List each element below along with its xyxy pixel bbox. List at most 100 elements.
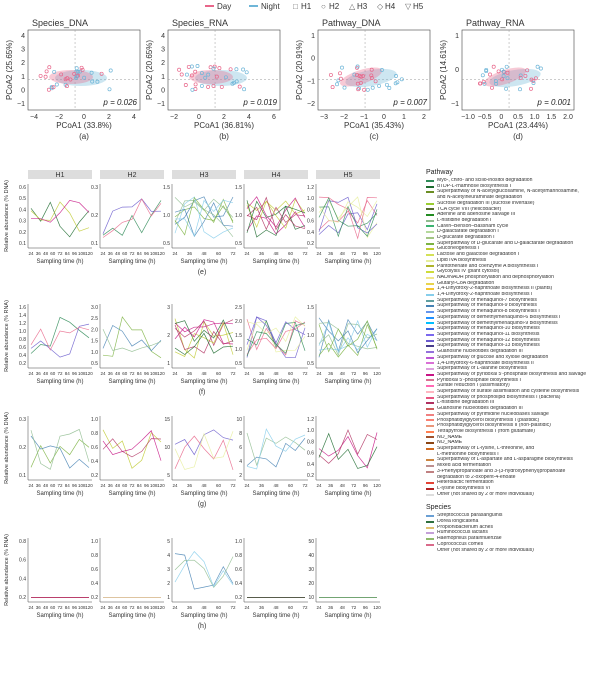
pathway-swatch [426, 282, 434, 285]
pcoa-point [370, 85, 375, 90]
host-label-4: H5 [344, 172, 353, 179]
pcoa-xtick: 0 [82, 114, 86, 121]
ts-panel-2-1: 1.0 0.8 0.6 0.4 0.224 36 48 60 72 84 96 108 120Sampl… [91, 416, 165, 497]
ts-ytick: 1.0 [235, 347, 242, 353]
pcoa-point [523, 73, 528, 78]
pcoa-frame [167, 29, 281, 111]
pathway-label: Heterolactic fermentation [437, 480, 494, 486]
pathway-swatch [426, 493, 434, 496]
pcoa-point [482, 81, 487, 86]
pathway-legend-item: Adenine and adenosine salvage III [426, 212, 598, 218]
ts-ytick: 0.1 [91, 241, 98, 247]
pathway-label: NO_NAME [437, 440, 463, 446]
ts-series [246, 198, 306, 230]
pcoa-xtick: 0 [382, 114, 386, 121]
ts-xlabel: Sampling time (h) [108, 259, 155, 265]
pcoa-point [362, 87, 367, 92]
pcoa-point [186, 64, 191, 69]
pathway-label: Superpathway of menaquinol-8 biosynthesi… [437, 309, 540, 315]
ts-xtick: 84 [65, 251, 71, 256]
pcoa-ytick: 4 [161, 33, 165, 40]
ts-xtick: 120 [373, 605, 381, 610]
pcoa-point [64, 84, 69, 89]
ts-ytick: 1.0 [307, 196, 314, 202]
pathway-label: L-methionine biosynthesis I [437, 451, 499, 457]
ts-xtick: 72 [57, 371, 63, 376]
pcoa-point [484, 67, 489, 72]
pathway-label: Superpathway of menaquinol-11 biosynthes… [437, 331, 540, 337]
ts-ytick: 1.5 [235, 185, 242, 191]
ts-xtick: 48 [115, 371, 121, 376]
pcoa-point [189, 73, 194, 78]
pathway-label: Adenine and adenosine salvage III [437, 212, 516, 218]
ts-ytick: 0.4 [19, 207, 26, 213]
pcoa-xtick: 4 [247, 114, 251, 121]
ts-xtick: 60 [50, 371, 56, 376]
species-label: Dorea longicatena [437, 519, 479, 525]
ts-xtick: 60 [122, 483, 128, 488]
ts-xtick: 48 [201, 371, 207, 376]
pathway-label: Superpathway of menaquinol-13 biosynthes… [437, 343, 540, 349]
ts-series [318, 196, 378, 234]
pathway-legend-item: Superpathway of N-acetylglucosamine, N-a… [426, 189, 598, 195]
pathway-legend-item: Calvin–Benson–Bassham cycle [426, 224, 598, 230]
ts-xtick: 36 [328, 605, 334, 610]
pcoa-point [189, 64, 194, 69]
pathway-label: Superpathway of L-lysine, L-threonine, a… [437, 446, 535, 452]
pcoa-xtick: 6 [272, 114, 276, 121]
ts-xlabel: Sampling time (h) [36, 259, 83, 265]
ts-xtick: 72 [129, 371, 135, 376]
pcoa-point [504, 86, 509, 91]
pathway-legend-item: 1,4-Dihydroxy-2-naphthoate biosynthesis … [426, 286, 598, 292]
ts-ytick: 0.5 [235, 361, 242, 367]
pcoa-ytick: 1 [161, 74, 165, 81]
pcoa-ytick: 1 [21, 74, 25, 81]
ts-xtick: 96 [72, 483, 78, 488]
pathway-label: Phosphatidylglycerol biosynthesis II (no… [437, 423, 551, 429]
ts-xtick: 36 [328, 483, 334, 488]
pcoa-xtick: 1.0 [530, 114, 540, 121]
pcoa-panel-1: Species_RNA −2 0 2 4 6 4 3 2 1 0 −1 p = 0.019 PCoA1 (… [145, 18, 281, 141]
ts-xtick: 84 [137, 483, 143, 488]
ts-ytick: 2 [167, 581, 170, 587]
ts-xtick: 120 [157, 371, 165, 376]
ts-ytick: 0.4 [91, 459, 98, 465]
ts-xtick: 72 [57, 251, 63, 256]
pathway-label: NAD/NADH phosphorylation and dephosphory… [437, 274, 554, 280]
pathway-legend-item: L-histidine degradation I [426, 218, 598, 224]
species-label: Streptococcus parasanguinis [437, 513, 503, 519]
ts-xtick: 36 [328, 251, 334, 256]
ts-series [318, 432, 378, 469]
pcoa-point [195, 64, 200, 68]
pcoa-xlabel: PCoA1 (35.43%) [344, 121, 404, 130]
ts-xtick: 36 [259, 483, 265, 488]
pathway-legend-item: degradation to 2-oxopent-4-enoate [426, 475, 598, 481]
pcoa-point [237, 84, 242, 89]
ts-ytick: 2.0 [91, 327, 98, 333]
ts-xtick: 36 [36, 371, 42, 376]
pathway-label: L-histidine degradation III [437, 400, 495, 406]
ts-xtick: 48 [115, 483, 121, 488]
pathway-label: degradation to 2-oxopent-4-enoate [437, 474, 516, 480]
pcoa-ytick: −2 [307, 101, 315, 108]
ts-series [246, 200, 306, 215]
pcoa-point [328, 72, 333, 77]
ts-series [30, 201, 90, 238]
ts-ytick: 0.4 [307, 462, 314, 468]
pathway-legend-item: Superpathway of menaquinol-9 biosynthesi… [426, 303, 598, 309]
ts-xtick: 84 [137, 371, 143, 376]
ts-series [246, 211, 306, 235]
pcoa-point [177, 67, 182, 72]
pcoa-point [488, 72, 492, 77]
ts-xtick: 36 [328, 371, 334, 376]
pathway-swatch [426, 413, 434, 416]
pcoa-xtick: −2 [55, 114, 63, 121]
pcoa-ytick: 0 [311, 56, 315, 63]
ts-ytick: 0.4 [307, 230, 314, 236]
ts-series [174, 556, 234, 589]
pathway-label: and N-acetylneuraminate degradation [437, 195, 523, 201]
species-legend-item: Ruminococcus lactaris [426, 530, 598, 536]
ts-xtick: 96 [72, 251, 78, 256]
